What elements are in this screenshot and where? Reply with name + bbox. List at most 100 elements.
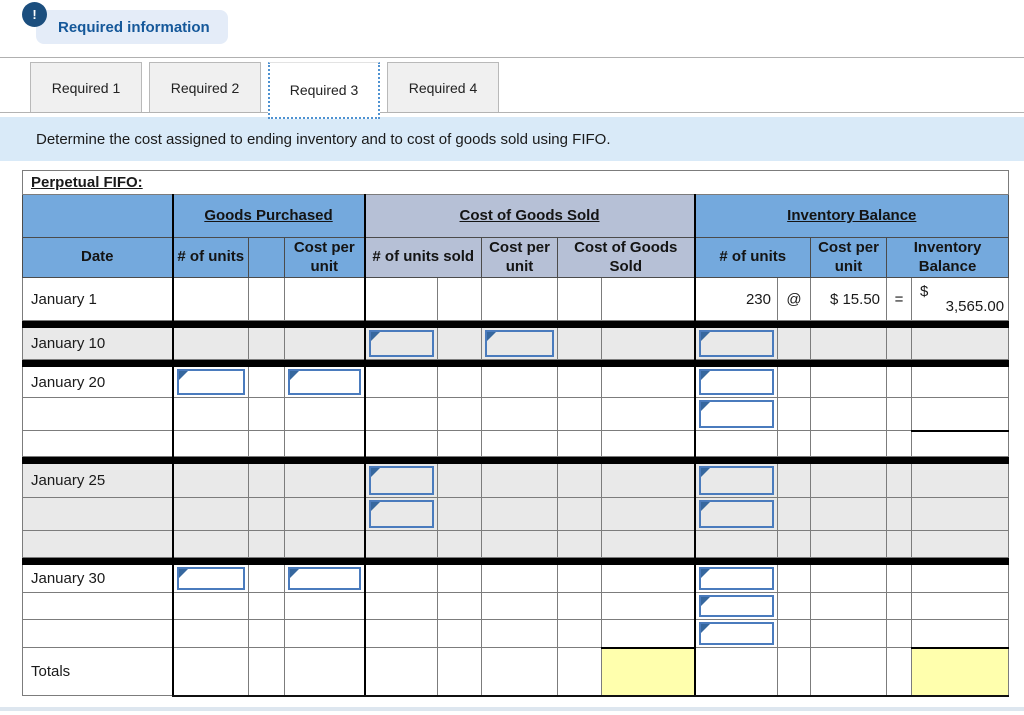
section-separator bbox=[21, 456, 1010, 464]
cell-jan20-2-cogs_total bbox=[601, 397, 695, 431]
cell-jan20-2-date bbox=[22, 397, 173, 431]
row-label-jan10: January 10 bbox=[22, 327, 173, 360]
cell-jan20-1-cogs_n1 bbox=[437, 366, 482, 398]
input-jan25-2-cogs_units[interactable] bbox=[368, 500, 434, 528]
input-jan30-1-gp_units[interactable] bbox=[176, 567, 245, 590]
tab-required-3[interactable]: Required 3 bbox=[268, 62, 380, 119]
cell-jan20-1-cogs_total bbox=[601, 366, 695, 398]
cell-jan30-1-ib_bal bbox=[910, 564, 1010, 593]
cell-jan30-1-cogs_units bbox=[363, 564, 438, 593]
col-header-gp-units: # of units bbox=[171, 237, 249, 278]
cell-jan30-3-ib_at bbox=[777, 619, 811, 648]
input-jan30-3-ib_units[interactable] bbox=[698, 622, 774, 645]
cell-jan20-2-ib_units bbox=[693, 397, 778, 431]
input-jan25-1-cogs_units[interactable] bbox=[368, 466, 434, 495]
cell-jan30-2-ib_bal bbox=[910, 592, 1010, 620]
section-separator bbox=[21, 320, 1010, 328]
cell-jan20-1-cogs_cost bbox=[481, 366, 558, 398]
cell-totals-cogs_total bbox=[601, 646, 695, 697]
section-separator bbox=[21, 557, 1010, 565]
cell-jan20-3-ib_eq bbox=[886, 430, 912, 457]
cell-jan25-1-ib_cost bbox=[810, 463, 887, 498]
cell-jan30-2-ib_units bbox=[693, 592, 778, 620]
cell-jan30-2-cogs_units bbox=[363, 592, 438, 620]
cell-jan20-3-cogs_total bbox=[601, 430, 695, 457]
input-jan10-cogs_units[interactable] bbox=[368, 330, 434, 357]
cell-jan25-3-ib_eq bbox=[886, 530, 912, 558]
input-flag-icon bbox=[487, 332, 496, 341]
input-jan10-ib_units[interactable] bbox=[698, 330, 774, 357]
cell-jan30-1-ib_at bbox=[777, 564, 811, 593]
worksheet: Perpetual FIFO: Goods Purchased Cost of … bbox=[21, 170, 1010, 697]
cell-jan30-2-ib_cost bbox=[810, 592, 887, 620]
cell-jan20-2-gp_cost bbox=[284, 397, 365, 431]
value-jan1-ib_cost: $ 15.50 bbox=[810, 277, 887, 321]
input-flag-icon bbox=[178, 371, 188, 380]
cell-jan25-3-gp_cost bbox=[284, 530, 365, 558]
cell-totals-cogs_n1 bbox=[437, 647, 482, 697]
cell-jan1-cogs_units bbox=[363, 277, 438, 321]
cell-jan10-cogs_total bbox=[601, 327, 695, 360]
input-jan20-1-gp_units[interactable] bbox=[176, 369, 245, 395]
input-jan25-2-ib_units[interactable] bbox=[698, 500, 774, 528]
cell-jan20-2-cogs_units bbox=[363, 397, 438, 431]
col-header-cogs-units: # of units sold bbox=[363, 237, 482, 278]
cell-jan30-2-gp_cost bbox=[284, 592, 365, 620]
tab-required-1[interactable]: Required 1 bbox=[30, 62, 142, 113]
cell-jan30-1-cogs_cost bbox=[481, 564, 558, 593]
balance-amount: 3,565.00 bbox=[945, 298, 1005, 315]
cell-jan25-2-cogs_units bbox=[363, 497, 438, 531]
input-jan20-1-ib_units[interactable] bbox=[698, 369, 774, 395]
cell-jan25-3-ib_cost bbox=[810, 530, 887, 558]
cell-jan30-2-cogs_n2 bbox=[557, 592, 602, 620]
tab-required-4[interactable]: Required 4 bbox=[387, 62, 499, 113]
input-flag-icon bbox=[290, 569, 299, 578]
cell-jan30-1-cogs_total bbox=[601, 564, 695, 593]
cell-jan10-gp_at bbox=[248, 327, 285, 360]
input-jan25-1-ib_units[interactable] bbox=[698, 466, 774, 495]
cell-jan10-ib_units bbox=[693, 327, 778, 360]
tab-required-2[interactable]: Required 2 bbox=[149, 62, 261, 113]
cell-totals-ib_bal bbox=[910, 646, 1010, 697]
cell-jan20-2-ib_bal bbox=[910, 397, 1010, 431]
cell-jan30-2-ib_at bbox=[777, 592, 811, 620]
input-jan20-2-ib_units[interactable] bbox=[698, 400, 774, 428]
cell-jan20-3-gp_units bbox=[171, 430, 249, 457]
cell-jan25-3-ib_bal bbox=[910, 530, 1010, 558]
row-label-jan20-1: January 20 bbox=[22, 366, 173, 398]
cell-jan25-1-ib_eq bbox=[886, 463, 912, 498]
input-flag-icon bbox=[700, 569, 710, 578]
cell-jan20-1-gp_units bbox=[171, 366, 249, 398]
input-jan10-cogs_cost[interactable] bbox=[485, 330, 554, 357]
cell-jan25-2-ib_at bbox=[777, 497, 811, 531]
input-jan20-1-gp_cost[interactable] bbox=[288, 369, 361, 395]
cell-jan30-3-ib_units bbox=[693, 619, 778, 648]
col-header-gp-cost: Cost per unit bbox=[284, 237, 365, 278]
cell-jan10-cogs_n2 bbox=[557, 327, 602, 360]
col-header-cogs-total: Cost of Goods Sold bbox=[557, 237, 695, 278]
cell-jan30-1-cogs_n1 bbox=[437, 564, 482, 593]
cell-jan20-3-cogs_cost bbox=[481, 430, 558, 457]
header-cost-of-goods-sold: Cost of Goods Sold bbox=[363, 194, 695, 238]
input-flag-icon bbox=[700, 332, 710, 341]
input-jan30-1-ib_units[interactable] bbox=[698, 567, 774, 590]
cell-jan20-1-ib_eq bbox=[886, 366, 912, 398]
cell-jan30-3-date bbox=[22, 619, 173, 648]
input-flag-icon bbox=[370, 502, 380, 511]
cell-jan25-3-cogs_total bbox=[601, 530, 695, 558]
cell-jan20-2-cogs_n1 bbox=[437, 397, 482, 431]
cell-jan25-2-cogs_n1 bbox=[437, 497, 482, 531]
header-date-spacer bbox=[22, 194, 173, 238]
cell-jan25-1-ib_units bbox=[693, 463, 778, 498]
cell-jan25-1-gp_cost bbox=[284, 463, 365, 498]
cell-jan20-1-ib_cost bbox=[810, 366, 887, 398]
input-jan30-1-gp_cost[interactable] bbox=[288, 567, 361, 590]
cell-jan25-2-date bbox=[22, 497, 173, 531]
balance-currency: $ bbox=[920, 283, 929, 300]
cell-jan30-2-date bbox=[22, 592, 173, 620]
input-jan30-2-ib_units[interactable] bbox=[698, 595, 774, 617]
cell-jan25-1-cogs_n1 bbox=[437, 463, 482, 498]
cell-jan30-2-cogs_total bbox=[601, 592, 695, 620]
cell-jan25-2-gp_cost bbox=[284, 497, 365, 531]
cell-jan30-2-gp_at bbox=[248, 592, 285, 620]
